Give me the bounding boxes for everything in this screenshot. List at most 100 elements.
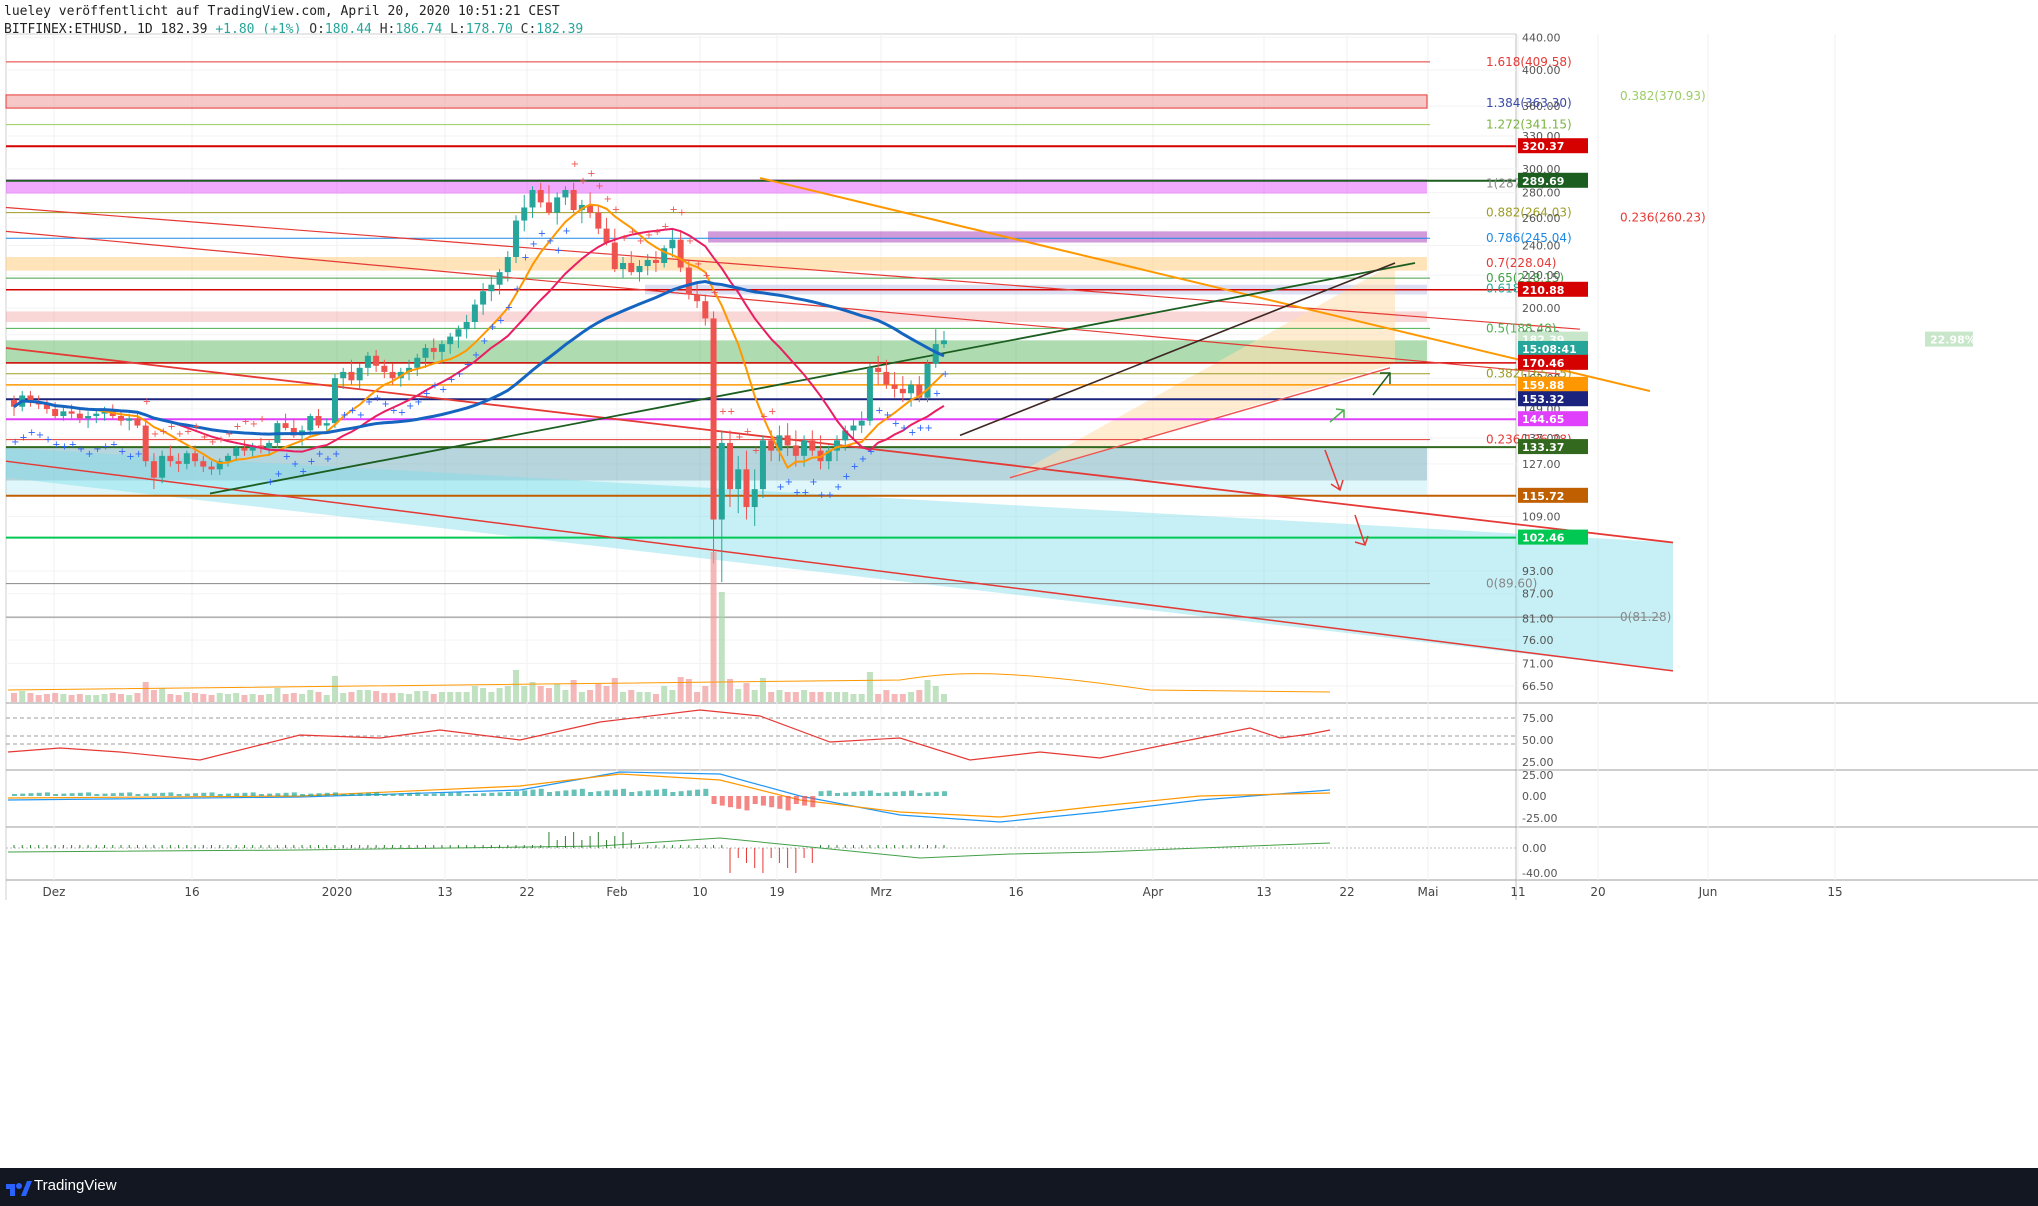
candle-body [628,262,635,273]
sar-dot: + [348,405,356,416]
candle-body [759,440,766,490]
macd-bar [571,789,577,796]
volume-bar [397,693,404,702]
volume-bar [875,694,882,702]
sar-dot: + [669,205,677,216]
time-tick-17: 15 [1827,885,1842,899]
volume-bar [883,690,890,702]
volume-bar [11,693,17,702]
osc-tick-1: -40.00 [1522,867,1557,880]
price-chart[interactable]: + + + + + + + + + + + + ++ + +++ + ++ + ++ + + ++ + + ++++++++ + +… [0,0,2038,1168]
candle-body [866,367,873,421]
candle-body [307,416,314,431]
volume-bar [792,692,799,702]
macd-bar [579,788,585,796]
macd-bar [77,792,83,796]
volume-bar [159,688,166,702]
volume-bar [192,693,199,702]
candle-body [842,430,849,441]
sar-dot: + [274,469,282,480]
macd-bar [225,793,231,796]
sar-dot: + [694,259,702,270]
fib-label-b-0: 0.382(370.93) [1620,89,1706,103]
resistance-zone-195 [6,311,1427,322]
macd-bar [604,790,610,796]
volume-bar [27,693,34,702]
macd-bar [86,792,92,796]
volume-bar [447,692,454,702]
candle-body [76,413,83,419]
sar-dot: + [36,430,44,441]
candle-body [521,207,528,221]
price-tick-7: 240.00 [1522,239,1561,252]
sar-dot: + [316,449,324,460]
volume-bar [652,694,659,702]
sar-dot: + [365,397,373,408]
time-tick-4: 22 [519,885,534,899]
macd-bar [69,793,75,796]
volume-bar [183,692,190,702]
volume-bar [76,694,83,702]
price-tick-14: 127.00 [1522,458,1561,471]
fib-label-b-2: 0(81.28) [1620,610,1671,624]
volume-bar [677,677,684,702]
wedge-bottom-line [1009,367,1391,479]
price-tick-8: 220.00 [1522,269,1561,282]
sar-dot: + [636,236,644,247]
volume-bar [710,552,717,702]
candle-body [578,204,585,211]
macd-bar [522,790,528,796]
volume-bar [340,693,347,702]
sar-dot: + [587,168,595,179]
tradingview-brand[interactable]: TradingView [34,1177,117,1194]
macd-bar [102,793,108,796]
fib-label-b-1: 0.236(260.23) [1620,211,1706,225]
volume-bar [801,690,808,702]
volume-bar [117,694,124,702]
sar-dot: + [258,414,266,425]
macd-bar [20,793,26,796]
candle-body [290,427,297,436]
candle-body [455,329,462,337]
time-tick-15: 20 [1590,885,1605,899]
tradingview-logo-icon[interactable] [6,1178,32,1196]
candle-body [447,336,454,345]
macd-bar [637,791,643,796]
volume-bar [455,692,462,702]
sar-dot: + [604,194,612,205]
open-value: 180.44 [324,22,372,37]
sar-dot: + [595,181,603,192]
macd-bar [933,791,939,796]
macd-bar [481,793,487,796]
sar-dot: + [373,393,381,404]
macd-bar [168,792,174,796]
price-tag-10: 115.72 [1522,490,1564,503]
price-tag-bg-11 [1518,529,1588,545]
volume-bar [809,692,816,702]
wedge-fill [1010,262,1395,478]
trendline-red-channel-bottom [5,460,1674,672]
price-tick-9: 200.00 [1522,302,1561,315]
macd-bar [662,788,668,796]
macd-bar [61,793,67,796]
sar-dot: + [933,389,941,400]
sar-dot: + [628,227,636,238]
volume-bar [891,694,898,702]
volume-bar [768,692,775,702]
price-tag-bg-2 [1518,281,1588,297]
volume-bar [109,693,116,702]
candle-body [117,416,124,421]
candle-body [587,204,594,213]
volume-bar [784,692,791,702]
volume-bar [611,678,618,702]
sar-dot: + [809,477,817,488]
macd-bar [760,796,766,806]
sar-dot: + [579,176,587,187]
volume-bar [315,692,322,702]
sar-dot: + [464,359,472,370]
volume-bar [603,686,610,702]
candle-body [414,357,421,368]
sar-dot: + [159,427,167,438]
low-value: 178.70 [465,22,513,37]
fib-label-a-0: 1.618(409.58) [1486,55,1572,69]
